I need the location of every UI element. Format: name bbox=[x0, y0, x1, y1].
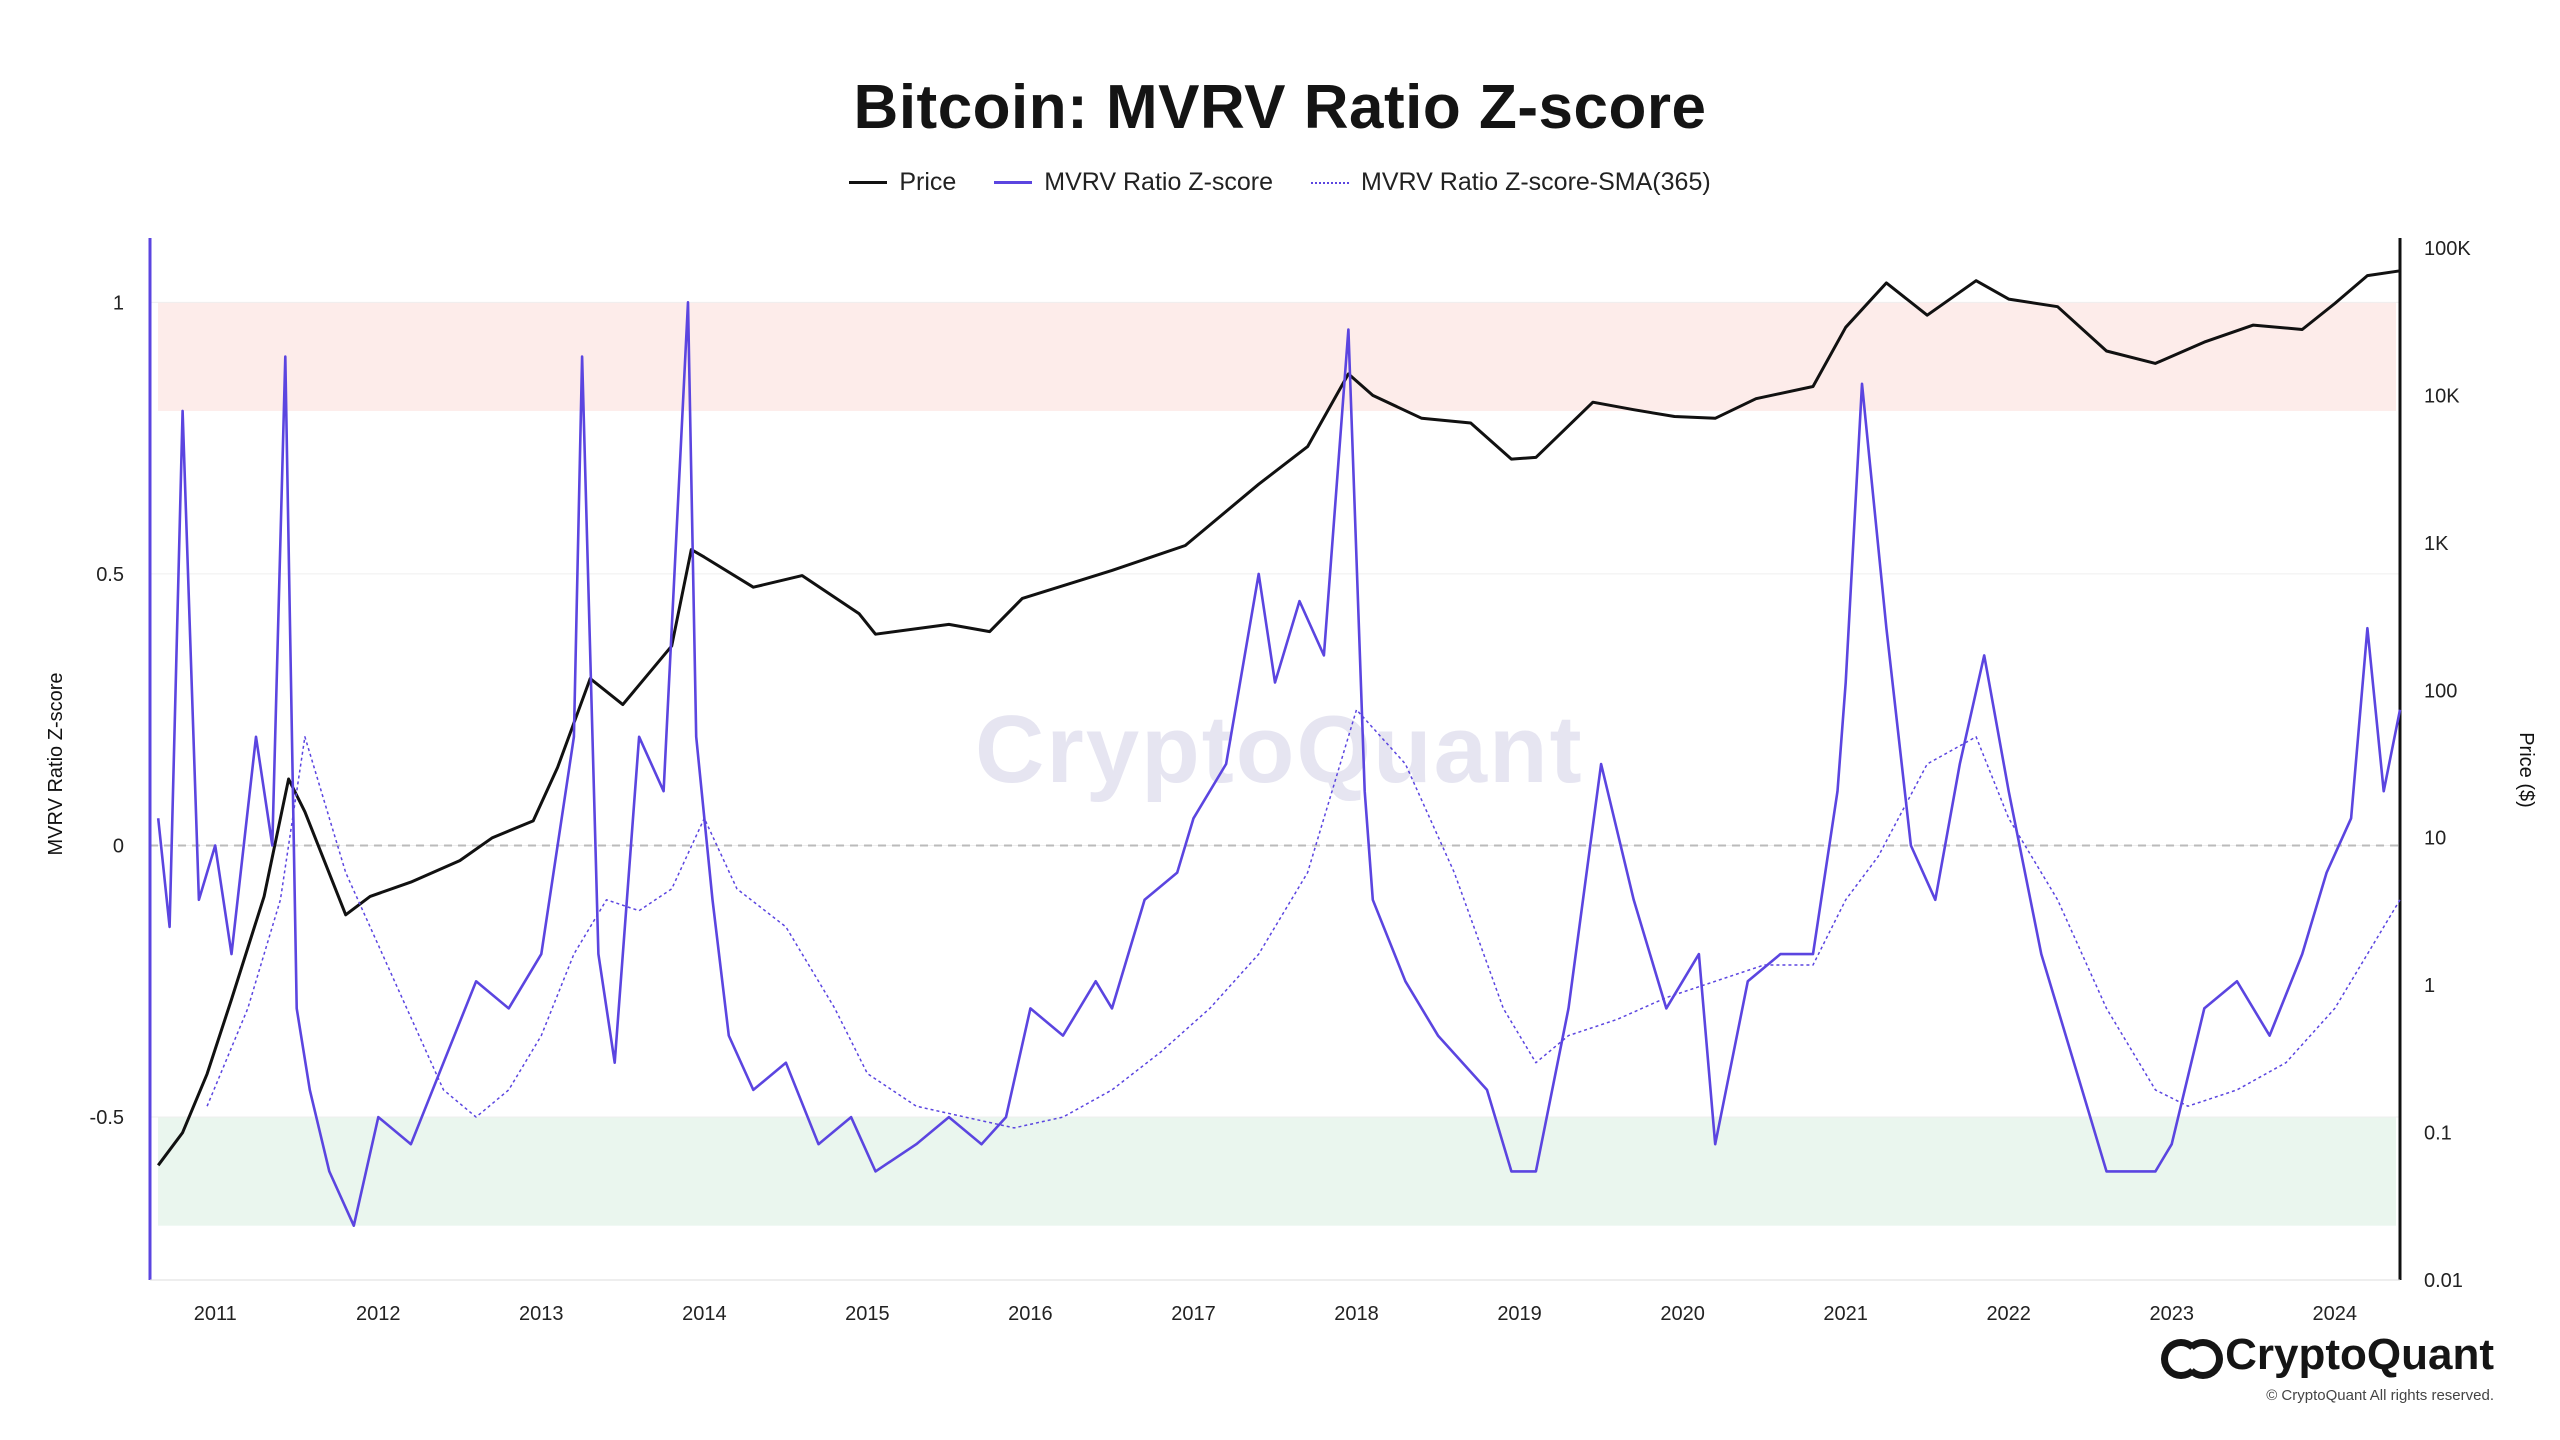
cryptoquant-logo-icon bbox=[2161, 1337, 2224, 1379]
x-tick-label: 2023 bbox=[2149, 1303, 2194, 1325]
right-tick-label: 10K bbox=[2424, 385, 2460, 407]
right-tick-label: 100K bbox=[2424, 238, 2471, 260]
legend-label-sma: MVRV Ratio Z-score-SMA(365) bbox=[1361, 168, 1711, 196]
x-tick-label: 2022 bbox=[1986, 1303, 2031, 1325]
series-line-price bbox=[156, 269, 2401, 1167]
right-tick-label: 0.1 bbox=[2424, 1123, 2452, 1145]
legend-swatch-sma bbox=[1311, 181, 1350, 184]
x-tick-label: 2019 bbox=[1497, 1303, 1542, 1325]
x-tick-label: 2024 bbox=[2313, 1303, 2358, 1325]
x-tick-label: 2014 bbox=[682, 1303, 727, 1325]
x-tick-label: 2015 bbox=[845, 1303, 890, 1325]
left-tick-label: 0 bbox=[113, 835, 124, 857]
legend-label-price: Price bbox=[899, 168, 957, 196]
brand: CryptoQuant bbox=[2161, 1330, 2494, 1380]
legend-item-zscore[interactable]: MVRV Ratio Z-score bbox=[994, 168, 1273, 197]
x-tick-label: 2012 bbox=[356, 1303, 401, 1325]
left-tick-label: -0.5 bbox=[90, 1107, 124, 1129]
right-tick-label: 1K bbox=[2424, 533, 2449, 555]
band-undervalued bbox=[158, 1117, 2396, 1226]
chart-title: Bitcoin: MVRV Ratio Z-score bbox=[853, 73, 1707, 142]
right-tick-label: 1 bbox=[2424, 975, 2435, 997]
legend-item-sma[interactable]: MVRV Ratio Z-score-SMA(365) bbox=[1311, 168, 1711, 197]
brand-name: CryptoQuant bbox=[2225, 1330, 2494, 1379]
right-axis-title: Price ($) bbox=[2515, 732, 2537, 808]
left-axis-title: MVRV Ratio Z-score bbox=[45, 672, 67, 855]
legend-swatch-price bbox=[849, 181, 888, 184]
x-tick-label: 2017 bbox=[1171, 1303, 1216, 1325]
series-line-sma365 bbox=[206, 708, 2401, 1129]
x-tick-label: 2011 bbox=[194, 1303, 237, 1325]
x-tick-label: 2020 bbox=[1660, 1303, 1705, 1325]
right-tick-label: 100 bbox=[2424, 680, 2457, 702]
right-tick-label: 0.01 bbox=[2424, 1270, 2463, 1292]
right-tick-label: 10 bbox=[2424, 828, 2446, 850]
x-tick-label: 2021 bbox=[1823, 1303, 1868, 1325]
legend-item-price[interactable]: Price bbox=[849, 168, 956, 197]
legend-label-zscore: MVRV Ratio Z-score bbox=[1044, 168, 1274, 196]
copyright: © CryptoQuant All rights reserved. bbox=[2266, 1387, 2494, 1404]
watermark: CryptoQuant bbox=[975, 696, 1584, 803]
legend-swatch-zscore bbox=[994, 181, 1033, 184]
x-tick-label: 2018 bbox=[1334, 1303, 1379, 1325]
x-tick-label: 2016 bbox=[1008, 1303, 1053, 1325]
band-overvalued bbox=[158, 302, 2396, 411]
x-tick-label: 2013 bbox=[519, 1303, 564, 1325]
series-line-zscore bbox=[156, 300, 2402, 1227]
legend: Price MVRV Ratio Z-score MVRV Ratio Z-sc… bbox=[0, 168, 2560, 197]
left-tick-label: 0.5 bbox=[96, 564, 124, 586]
left-tick-label: 1 bbox=[113, 292, 124, 314]
